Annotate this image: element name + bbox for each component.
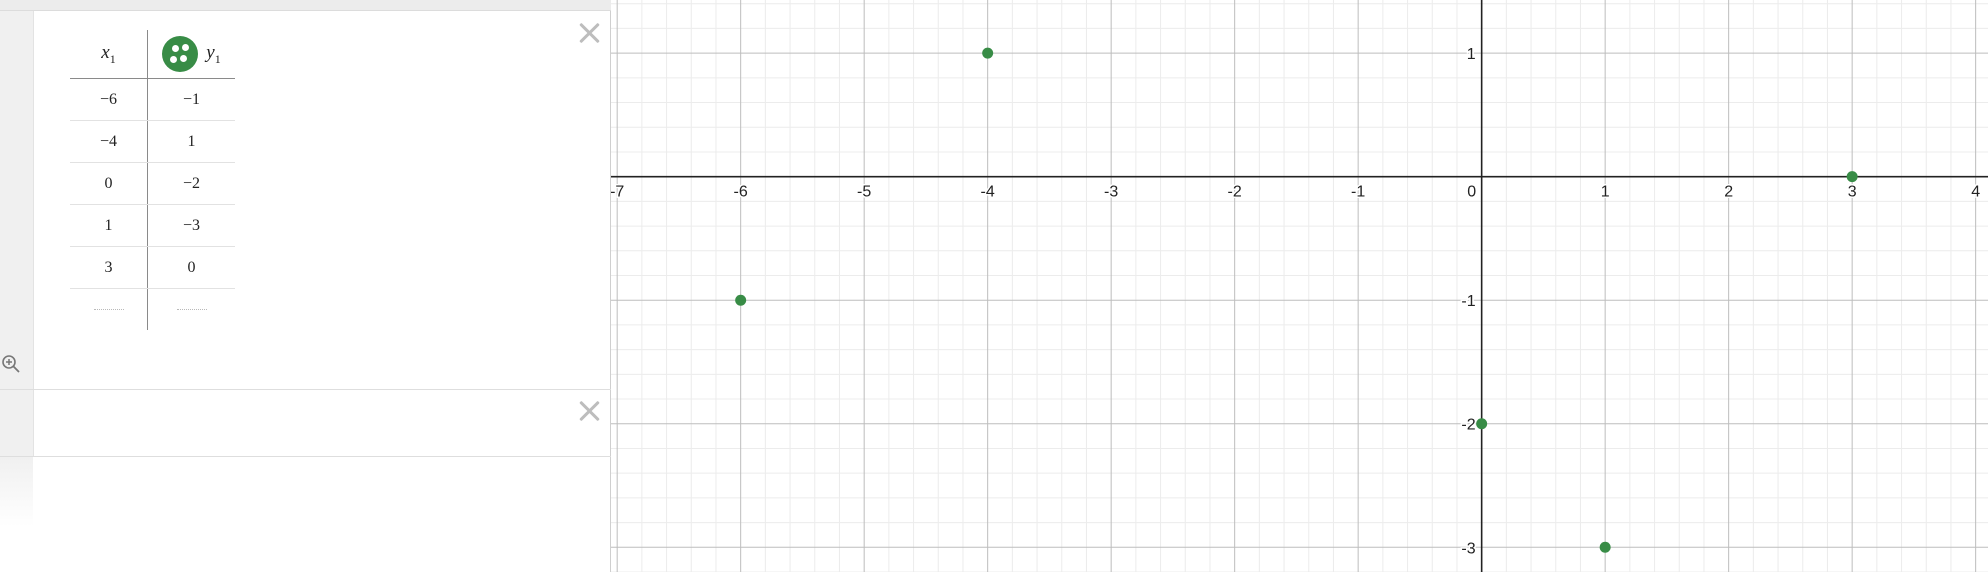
y-header-sub: 1: [214, 51, 221, 66]
data-table: x1 y1: [70, 30, 235, 330]
graph-paper[interactable]: -7 -6 -5 -4 -3 -2 -1 0 1 2 3 4 1 -1 -2 -3: [611, 0, 1988, 572]
table-cell-x[interactable]: −6: [70, 78, 148, 121]
x-tick-label: 0: [1467, 184, 1476, 201]
table-cell-x[interactable]: −4: [70, 120, 148, 163]
expression-list: x1 y1: [0, 0, 611, 572]
panel-top-bar: [0, 0, 611, 11]
close-icon[interactable]: [576, 398, 602, 424]
x-header-sub: 1: [109, 51, 116, 66]
table-row: 3 0: [70, 246, 235, 289]
data-point: [1476, 418, 1488, 430]
table-cell-empty[interactable]: [148, 289, 236, 331]
table-cell-y[interactable]: −1: [147, 78, 235, 121]
y-tick-label: -2: [1461, 417, 1475, 434]
graph-canvas[interactable]: -7 -6 -5 -4 -3 -2 -1 0 1 2 3 4 1 -1 -2 -3: [611, 0, 1988, 572]
expression-gutter-table[interactable]: [0, 11, 34, 389]
table-row: 0 −2: [70, 162, 235, 205]
x-tick-label: -6: [734, 184, 748, 201]
x-header-var: x: [101, 41, 110, 63]
point-style-icon[interactable]: [162, 36, 199, 72]
x-tick-label: -5: [857, 184, 871, 201]
x-column-header[interactable]: x1: [70, 30, 148, 79]
data-point: [735, 294, 747, 306]
x-tick-label: 1: [1601, 184, 1610, 201]
x-tick-label: -3: [1104, 184, 1118, 201]
table-cell-x[interactable]: 0: [70, 162, 148, 205]
x-tick-label: -2: [1228, 184, 1242, 201]
data-point: [1846, 171, 1858, 183]
table-cell-y[interactable]: 1: [147, 120, 235, 163]
expression-gutter-empty[interactable]: [0, 390, 34, 456]
table-cell-y[interactable]: −3: [147, 204, 235, 247]
table-row: −4 1: [70, 120, 235, 163]
table-cell-x[interactable]: 3: [70, 246, 148, 289]
expression-gutter-new[interactable]: [0, 457, 33, 527]
y-header-var: y: [206, 41, 215, 63]
y-tick-label: 1: [1467, 46, 1476, 63]
table-row: 1 −3: [70, 204, 235, 247]
y-column-header[interactable]: y1: [147, 30, 235, 79]
x-tick-label: -4: [981, 184, 995, 201]
table-row: −6 −1: [70, 78, 235, 121]
zoom-in-icon[interactable]: [1, 354, 21, 374]
data-point: [982, 47, 994, 59]
table-cell-y[interactable]: 0: [147, 246, 235, 289]
x-tick-label: -7: [611, 184, 624, 201]
table-cell-empty[interactable]: [70, 288, 148, 330]
y-tick-label: -1: [1461, 293, 1475, 310]
table-cell-x[interactable]: 1: [70, 204, 148, 247]
x-tick-label: 3: [1848, 184, 1857, 201]
x-tick-label: 4: [1971, 184, 1980, 201]
expression-divider: [0, 456, 611, 457]
table-row-empty: [70, 288, 236, 331]
close-icon[interactable]: [576, 20, 602, 46]
expression-divider: [0, 389, 611, 390]
x-tick-label: -1: [1351, 184, 1365, 201]
x-tick-label: 2: [1724, 184, 1733, 201]
table-cell-y[interactable]: −2: [147, 162, 235, 205]
y-tick-label: -3: [1461, 540, 1475, 557]
data-point: [1599, 541, 1611, 553]
